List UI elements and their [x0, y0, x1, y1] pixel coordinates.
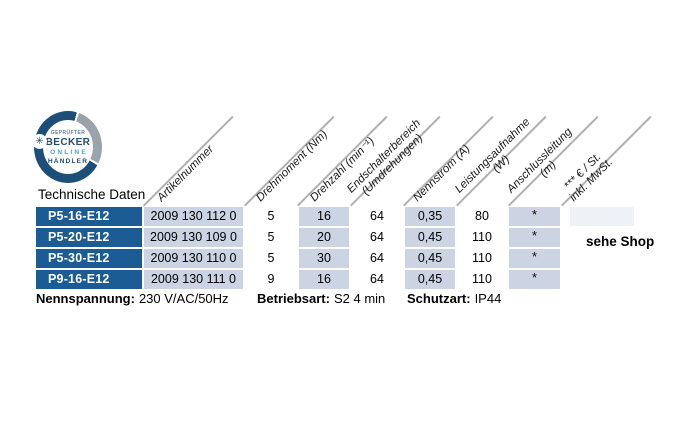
nennstrom-cell: 0,45: [405, 249, 455, 268]
artikelnummer-cell: 2009 130 109 0: [144, 228, 243, 247]
price-column-sliver: [570, 207, 634, 226]
drehmoment-cell: 5: [245, 207, 297, 226]
artikelnummer-cell: 2009 130 111 0: [144, 270, 243, 289]
column-header-artikelnummer: Artikelnummer: [155, 142, 217, 204]
badge-line-geprufter: GEPRÜFTER: [50, 130, 86, 136]
model-cell: P5-30-E12: [36, 249, 142, 268]
anschluss-cell: *: [509, 228, 560, 247]
badge-line-becker: BECKER: [45, 136, 91, 148]
drehmoment-cell: 5: [245, 249, 297, 268]
leistung-cell: 110: [457, 249, 507, 268]
anschluss-cell: *: [509, 249, 560, 268]
endschalter-cell: 64: [351, 270, 403, 289]
price-note: sehe Shop: [586, 234, 655, 249]
artikelnummer-cell: 2009 130 110 0: [144, 249, 243, 268]
badge-line-online: ONLINE: [50, 149, 88, 157]
artikelnummer-cell: 2009 130 112 0: [144, 207, 243, 226]
badge-text: GEPRÜFTER BECKER ONLINE HÄNDLER: [41, 130, 95, 165]
table-header-layer: Artikelnummer Drehmoment (Nm) Drehzahl (…: [0, 0, 700, 207]
model-cell: P9-16-E12: [36, 270, 142, 289]
spec-label: Schutzart:: [407, 291, 471, 306]
technical-data-table: P5-16-E12 2009 130 112 0 5 16 64 0,35 80…: [36, 207, 560, 289]
spec-value: S2 4 min: [333, 291, 386, 306]
nennstrom-cell: 0,35: [405, 207, 455, 226]
drehzahl-cell: 16: [299, 207, 349, 226]
spec-value: IP44: [474, 291, 502, 306]
spec-value: 230 V/AC/50Hz: [138, 291, 229, 306]
drehmoment-cell: 9: [245, 270, 297, 289]
spec-betriebsart: Betriebsart: S2 4 min: [257, 291, 385, 306]
page-title: Technische Daten: [38, 187, 146, 202]
spec-label: Betriebsart:: [257, 291, 330, 306]
anschluss-cell: *: [509, 207, 560, 226]
model-cell: P5-16-E12: [36, 207, 142, 226]
leistung-cell: 110: [457, 270, 507, 289]
nennstrom-cell: 0,45: [405, 228, 455, 247]
badge-ring: [34, 111, 102, 183]
nennstrom-cell: 0,45: [405, 270, 455, 289]
spec-label: Nennspannung:: [36, 291, 135, 306]
gear-icon: ✳: [32, 134, 47, 149]
spec-nennspannung: Nennspannung: 230 V/AC/50Hz: [36, 291, 229, 306]
model-cell: P5-20-E12: [36, 228, 142, 247]
drehzahl-cell: 30: [299, 249, 349, 268]
leistung-cell: 80: [457, 207, 507, 226]
endschalter-cell: 64: [351, 207, 403, 226]
drehzahl-cell: 16: [299, 270, 349, 289]
spec-schutzart: Schutzart: IP44: [407, 291, 501, 306]
drehmoment-cell: 5: [245, 228, 297, 247]
endschalter-cell: 64: [351, 228, 403, 247]
badge-line-haendler: HÄNDLER: [47, 157, 89, 165]
endschalter-cell: 64: [351, 249, 403, 268]
anschluss-cell: *: [509, 270, 560, 289]
becker-badge: GEPRÜFTER BECKER ONLINE HÄNDLER ✳: [32, 111, 102, 183]
leistung-cell: 110: [457, 228, 507, 247]
drehzahl-cell: 20: [299, 228, 349, 247]
